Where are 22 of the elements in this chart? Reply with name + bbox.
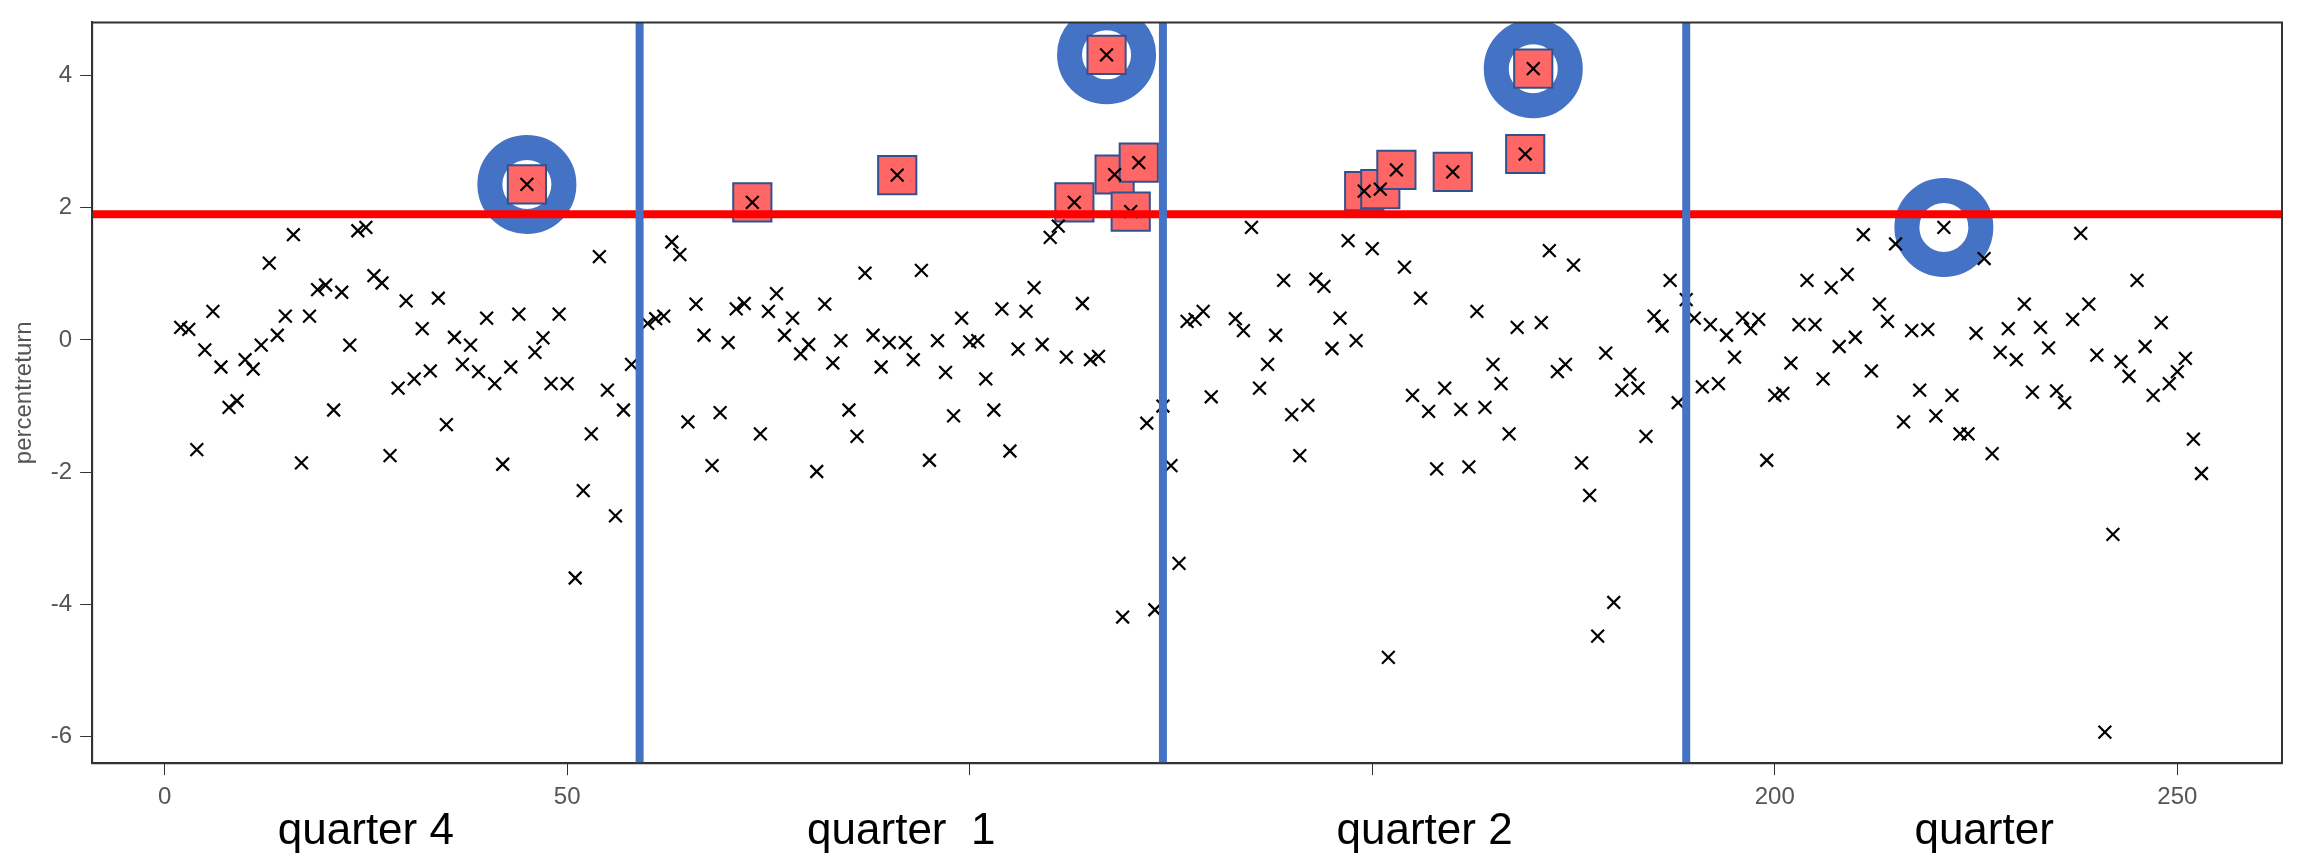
x-tick-label: 50 bbox=[553, 782, 581, 810]
y-tick-label: 4 bbox=[58, 59, 73, 87]
y-axis-title: percentreturn bbox=[9, 321, 37, 465]
text: quarter bbox=[1914, 804, 2054, 854]
x-tick-label: 0 bbox=[157, 782, 172, 810]
y-tick-label: -4 bbox=[50, 589, 73, 617]
y-tick-label: 0 bbox=[58, 324, 73, 352]
point bbox=[1505, 133, 1546, 175]
y-tick-label: -2 bbox=[50, 456, 73, 484]
y-tick-label: -6 bbox=[50, 721, 73, 749]
text: quarter 4 bbox=[277, 804, 454, 854]
text: quarter 1 bbox=[807, 804, 996, 854]
x-tick-label: 200 bbox=[1754, 782, 1795, 810]
y-tick-label: 2 bbox=[58, 192, 73, 220]
point bbox=[1894, 177, 1994, 277]
x-tick-label: 250 bbox=[2157, 782, 2198, 810]
text: quarter 2 bbox=[1336, 804, 1513, 854]
point bbox=[1376, 149, 1417, 190]
point bbox=[877, 155, 918, 196]
point bbox=[1118, 142, 1159, 183]
point bbox=[1432, 151, 1473, 192]
point bbox=[1483, 22, 1583, 119]
